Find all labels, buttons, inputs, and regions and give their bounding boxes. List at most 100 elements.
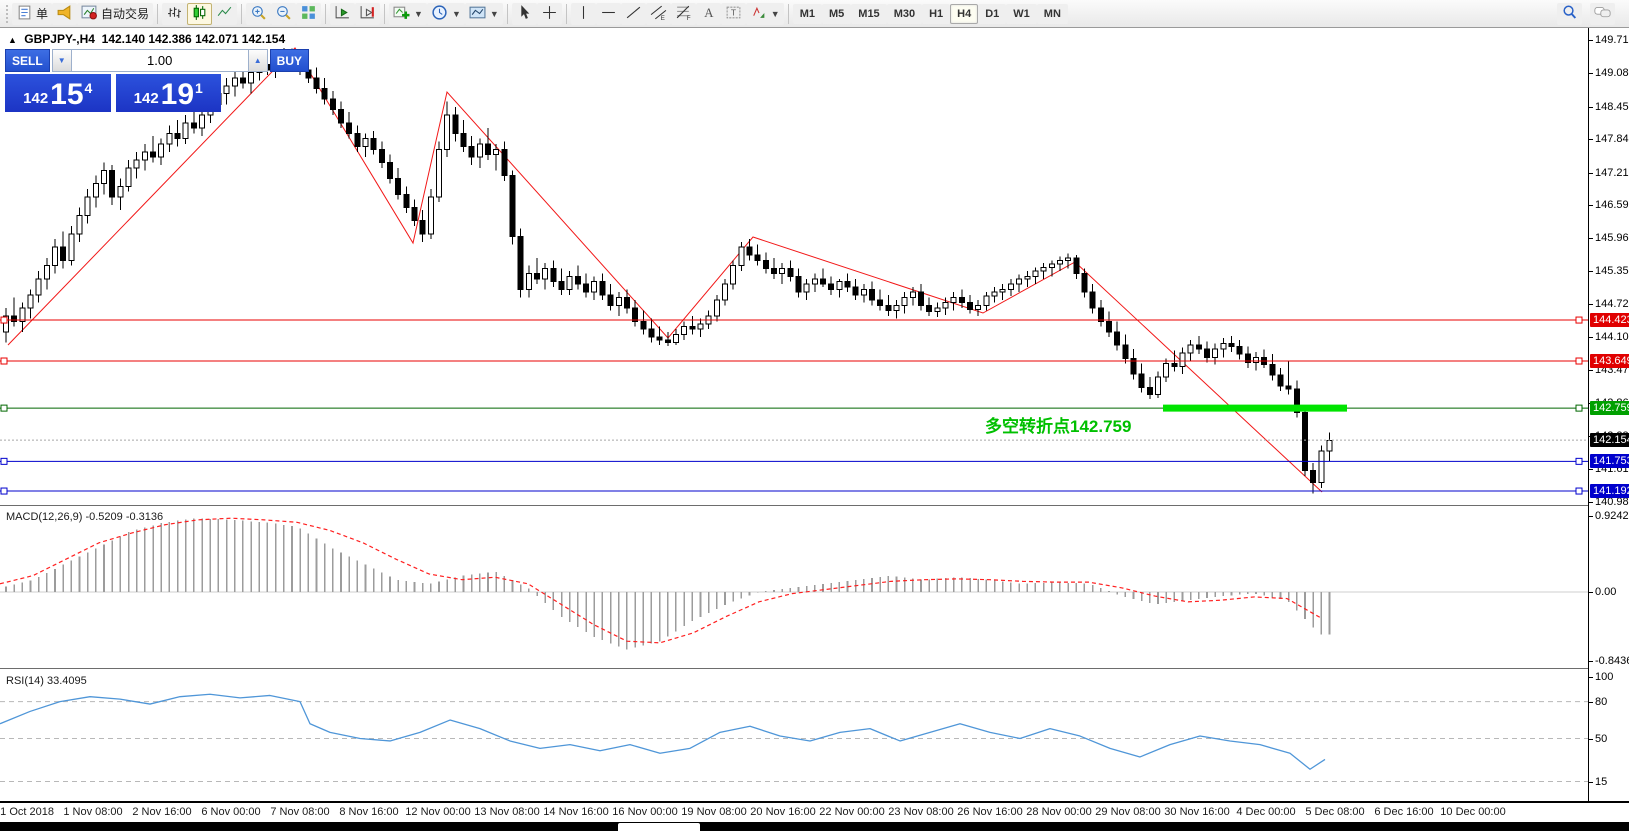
pivot-annotation-text[interactable]: 多空转折点142.759 xyxy=(985,417,1132,436)
search-icon xyxy=(1561,4,1578,24)
timeframe-h4-button[interactable]: H4 xyxy=(950,3,979,24)
tile-windows-button[interactable] xyxy=(296,2,322,25)
cursor-button[interactable] xyxy=(511,2,537,25)
rsi-pane xyxy=(0,672,1588,801)
text-button[interactable]: A xyxy=(695,2,721,25)
buy-price-display[interactable]: 142 19 1 xyxy=(115,74,221,112)
autoscroll-button[interactable] xyxy=(330,2,356,25)
pivot-highlight-segment[interactable] xyxy=(1163,404,1347,412)
axis-tick xyxy=(1589,370,1593,372)
chart-title: ▲ GBPJPY-,H4 142.140 142.386 142.071 142… xyxy=(8,32,285,46)
horizontal-line-button[interactable] xyxy=(595,2,621,25)
timeframe-mn-button[interactable]: MN xyxy=(1036,3,1068,24)
date-tick-label: 31 Oct 2018 xyxy=(0,806,54,818)
axis-tick xyxy=(1589,738,1593,740)
timeframe-d1-button[interactable]: D1 xyxy=(978,3,1007,24)
new-order-button[interactable]: 单 xyxy=(12,2,53,25)
bottom-bar-notch xyxy=(618,823,700,831)
time-axis-border xyxy=(0,801,1629,803)
axis-tick xyxy=(1589,40,1593,41)
templates-button[interactable]: ▼ xyxy=(464,2,503,25)
candlestick-button[interactable] xyxy=(187,2,213,25)
autotrade-icon xyxy=(81,4,98,24)
volume-input[interactable] xyxy=(71,49,248,72)
vertical-line-button[interactable] xyxy=(570,2,596,25)
arrows-button[interactable]: ▼ xyxy=(745,2,784,25)
buy-button[interactable]: BUY xyxy=(269,49,310,72)
tile-icon xyxy=(300,4,317,24)
rsi-tick-label: 100 xyxy=(1595,671,1614,683)
price-badge-141753: 141.753 xyxy=(1590,454,1629,469)
trendline-button[interactable] xyxy=(620,2,646,25)
arrows-icon xyxy=(750,4,767,24)
chevron-down-icon[interactable]: ▼ xyxy=(770,8,780,19)
volume-increase-button[interactable]: ▲ xyxy=(247,49,268,72)
timeframe-m1-button[interactable]: M1 xyxy=(792,3,822,24)
toolbar-separator xyxy=(565,3,567,24)
price-level-line-141192[interactable] xyxy=(0,487,1588,495)
periods-icon xyxy=(431,4,448,24)
zoom-out-button[interactable] xyxy=(271,2,297,25)
macd-tick-label: 0.9242 xyxy=(1595,510,1629,523)
axis-tick xyxy=(1589,304,1593,306)
volume-decrease-button[interactable]: ▼ xyxy=(51,49,72,72)
chevron-down-icon[interactable]: ▼ xyxy=(489,8,499,19)
chart-shift-button[interactable] xyxy=(355,2,381,25)
indicators-icon xyxy=(393,4,410,24)
sell-button[interactable]: SELL xyxy=(5,49,50,72)
autotrade-button-label: 自动交易 xyxy=(101,7,150,21)
price-tick-label: 140.985 xyxy=(1595,495,1629,508)
shift-icon xyxy=(359,4,376,24)
text-label-button[interactable]: T xyxy=(720,2,746,25)
fibo-icon: F xyxy=(675,4,692,24)
price-level-line-142759[interactable] xyxy=(0,404,1588,412)
alerts-button[interactable] xyxy=(52,2,78,25)
timeframe-h1-button[interactable]: H1 xyxy=(922,3,951,24)
candlestick-series xyxy=(3,48,1333,494)
date-tick-label: 19 Nov 08:00 xyxy=(681,806,747,818)
price-badge-142154: 142.154 xyxy=(1590,433,1629,448)
date-tick-label: 5 Dec 08:00 xyxy=(1305,806,1365,818)
timeframe-m15-button[interactable]: M15 xyxy=(851,3,887,24)
order-icon xyxy=(16,4,33,24)
equidistant-channel-button[interactable]: E xyxy=(645,2,671,25)
axis-tick xyxy=(1589,205,1593,207)
timeframe-m5-button[interactable]: M5 xyxy=(822,3,852,24)
indicators-button[interactable]: ▼ xyxy=(389,2,427,25)
price-level-line-143649[interactable] xyxy=(0,357,1588,365)
bar-chart-button[interactable] xyxy=(162,2,188,25)
line-chart-button[interactable] xyxy=(212,2,238,25)
cursor-icon xyxy=(516,4,533,24)
periods-button[interactable]: ▼ xyxy=(426,2,465,25)
sell-price-display[interactable]: 142 15 4 xyxy=(5,74,111,112)
macd-tick-label: 0.00 xyxy=(1595,586,1617,598)
search-button[interactable] xyxy=(1557,2,1582,25)
date-tick-label: 16 Nov 00:00 xyxy=(612,806,678,818)
autotrade-button[interactable]: 自动交易 xyxy=(77,2,154,25)
toolbar-separator xyxy=(241,3,243,24)
zoom-in-button[interactable] xyxy=(246,2,272,25)
fibonacci-button[interactable]: F xyxy=(670,2,696,25)
buy-price-big: 19 xyxy=(160,78,195,111)
tline-icon xyxy=(625,4,642,24)
crosshair-button[interactable] xyxy=(536,2,562,25)
buy-price-sup: 1 xyxy=(195,80,203,96)
date-tick-label: 6 Nov 00:00 xyxy=(201,806,261,818)
chat-button[interactable] xyxy=(1590,2,1615,25)
date-tick-label: 20 Nov 16:00 xyxy=(750,806,816,818)
collapse-arrow-icon[interactable]: ▲ xyxy=(8,35,17,45)
label-icon: T xyxy=(725,4,742,24)
price-tick-label: 144.720 xyxy=(1595,298,1629,311)
timeframe-w1-button[interactable]: W1 xyxy=(1006,3,1037,24)
date-tick-label: 12 Nov 00:00 xyxy=(405,806,471,818)
main-chart-pane xyxy=(0,28,1588,505)
price-level-line-144423[interactable] xyxy=(0,316,1588,324)
date-tick-label: 13 Nov 08:00 xyxy=(474,806,540,818)
chevron-down-icon[interactable]: ▼ xyxy=(451,8,461,19)
price-level-line-141753[interactable] xyxy=(0,457,1588,465)
timeframe-m30-button[interactable]: M30 xyxy=(886,3,923,24)
toolbar-separator xyxy=(787,3,789,24)
crosshair-icon xyxy=(541,4,558,24)
chevron-down-icon[interactable]: ▼ xyxy=(414,8,423,19)
